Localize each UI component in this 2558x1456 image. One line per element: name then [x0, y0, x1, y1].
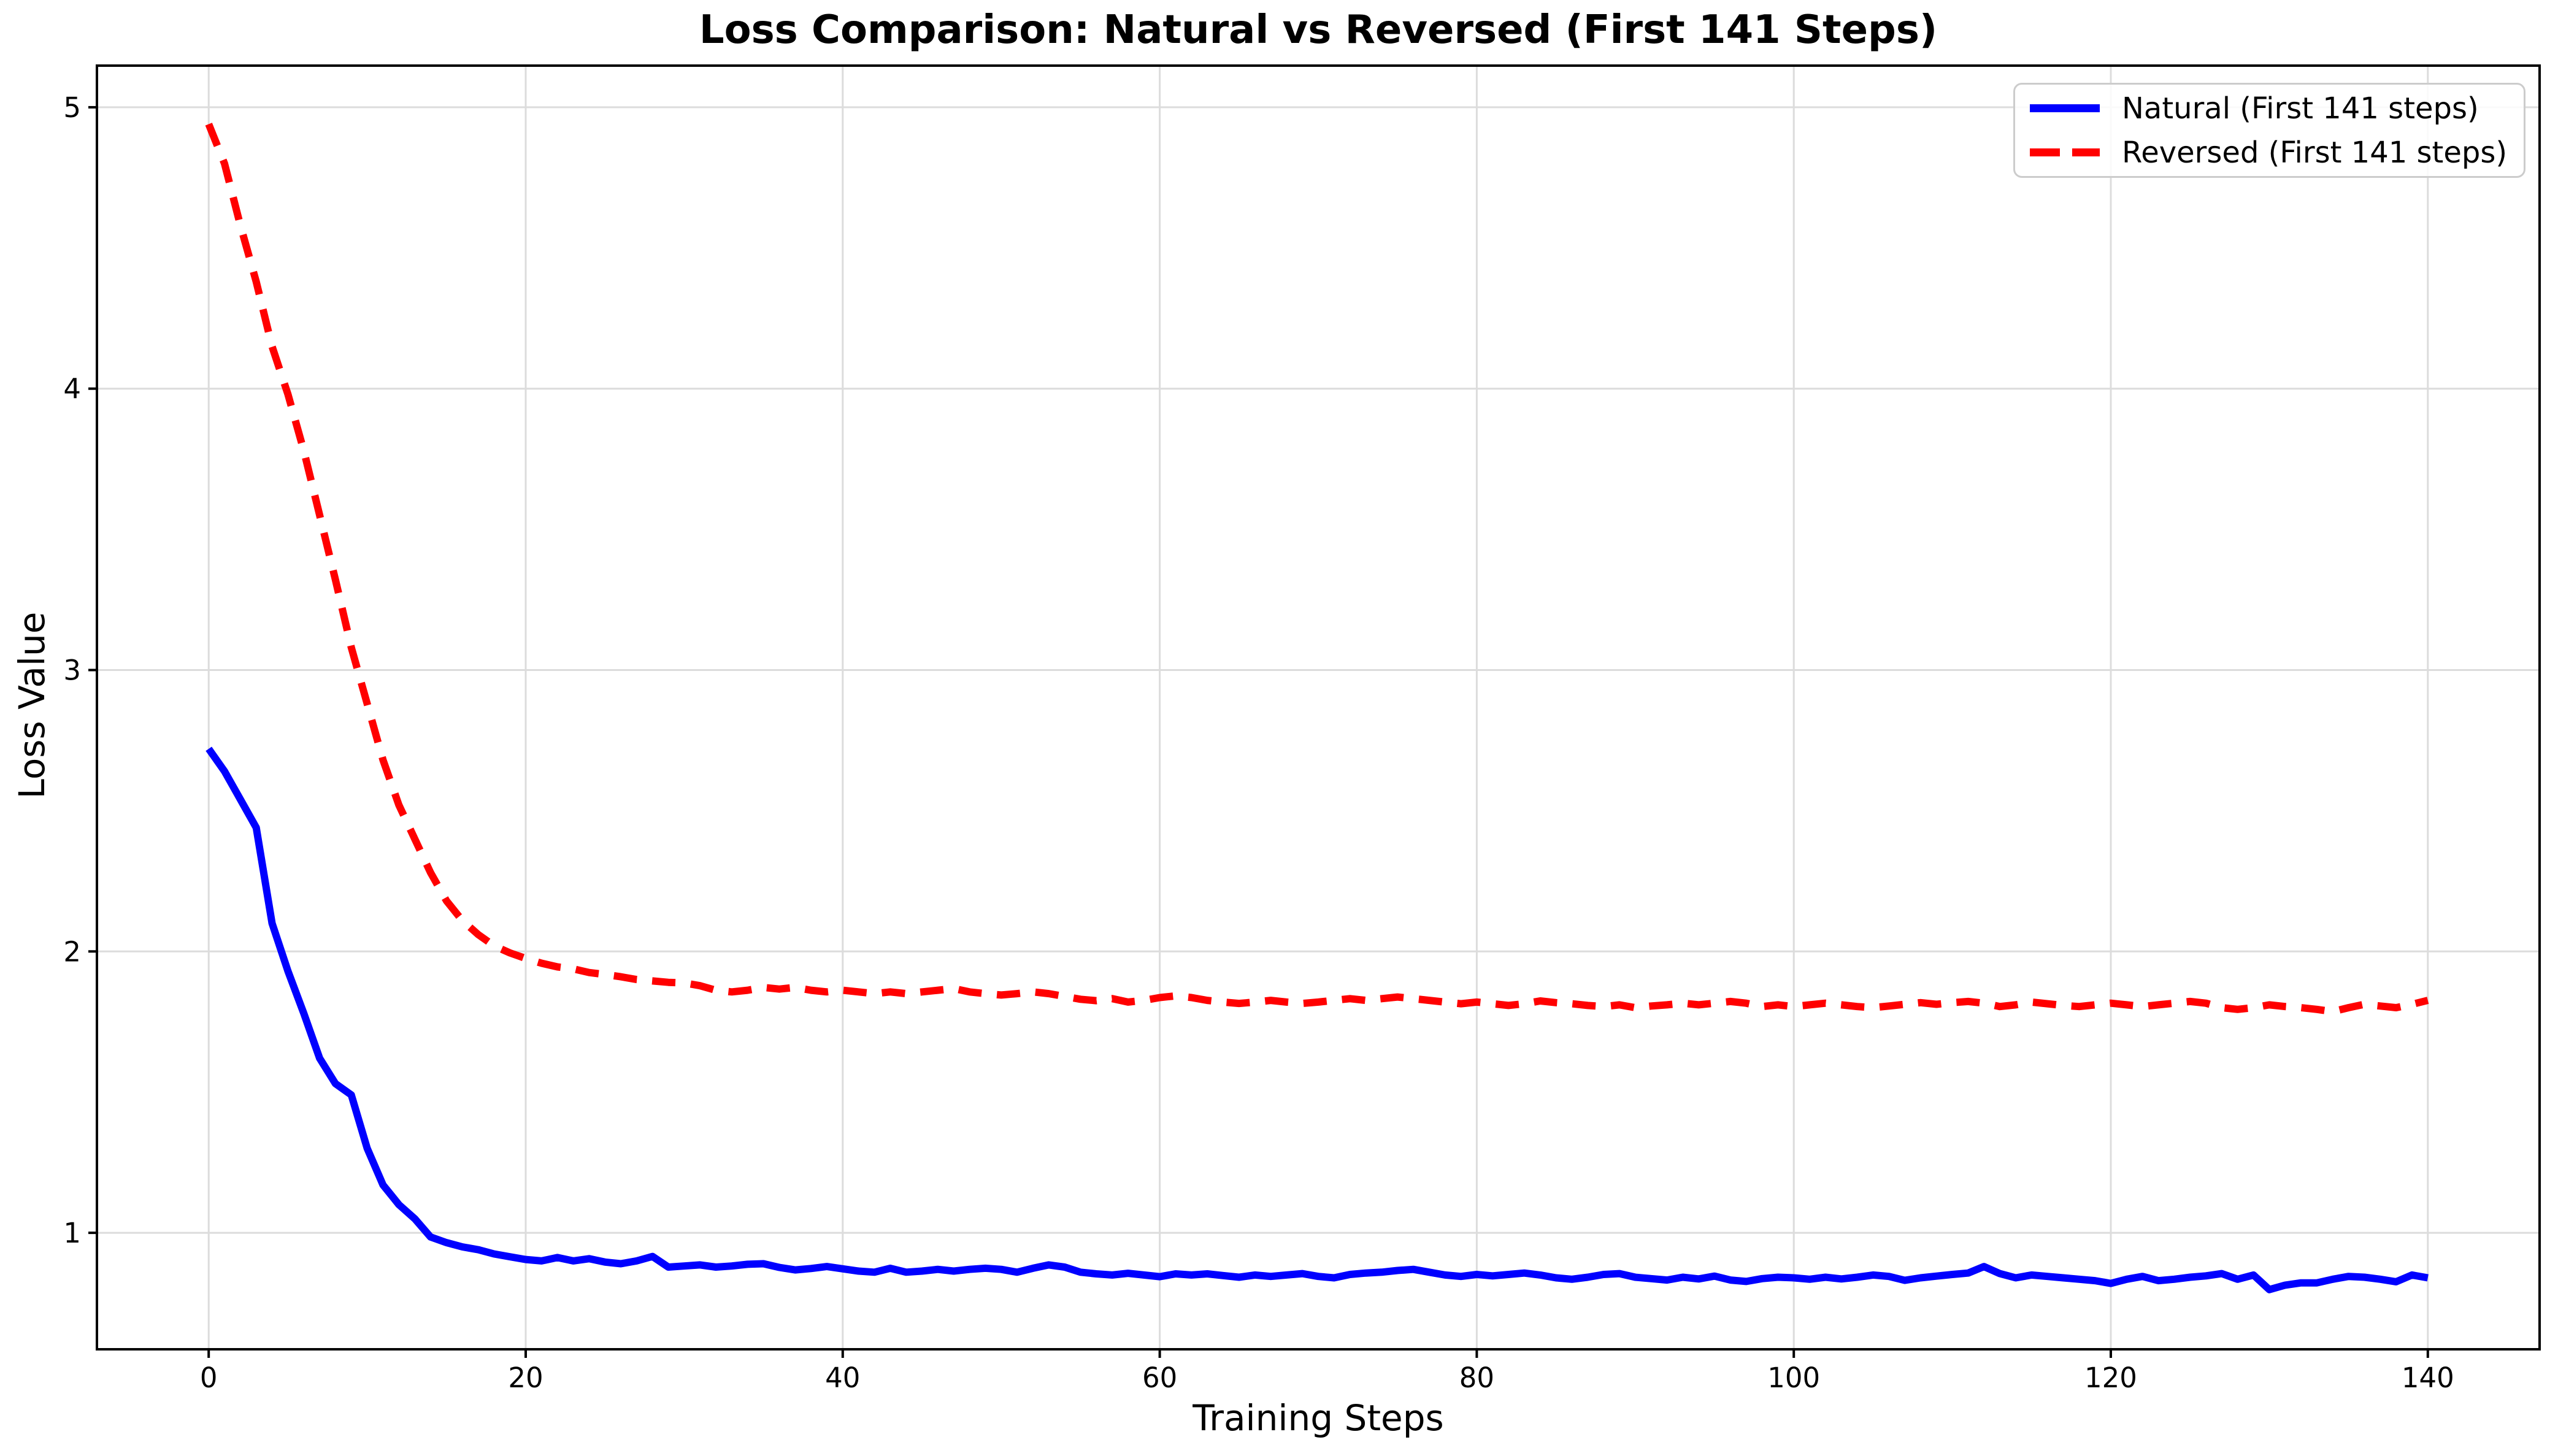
x-tick-label: 100	[1767, 1362, 1820, 1394]
axes-spines	[96, 64, 2541, 1351]
chart-title: Loss Comparison: Natural vs Reversed (Fi…	[699, 7, 1938, 53]
y-tick-label: 2	[63, 935, 81, 968]
legend-label-reversed: Reversed (First 141 steps)	[2122, 135, 2508, 170]
reversed-line	[205, 123, 2429, 1016]
reversed-line-swatch	[2030, 148, 2100, 156]
legend-item-natural: Natural (First 141 steps)	[2030, 91, 2524, 126]
natural-line	[205, 746, 2429, 1293]
legend: Natural (First 141 steps) Reversed (Firs…	[2013, 83, 2525, 178]
x-tick-label: 140	[2402, 1362, 2454, 1394]
x-tick-label: 20	[508, 1362, 543, 1394]
x-tick-label: 80	[1459, 1362, 1494, 1394]
xaxis-label: Training Steps	[1193, 1397, 1444, 1439]
x-tick-label: 0	[200, 1362, 218, 1394]
x-tick-label: 120	[2084, 1362, 2137, 1394]
x-tick-label: 40	[825, 1362, 860, 1394]
natural-line-swatch	[2030, 104, 2100, 112]
y-tick-label: 5	[63, 91, 81, 124]
y-tick-label: 4	[63, 373, 81, 405]
y-tick-label: 3	[63, 654, 81, 687]
y-tick-label: 1	[63, 1217, 81, 1249]
yaxis-label: Loss Value	[11, 611, 53, 799]
legend-label-natural: Natural (First 141 steps)	[2122, 91, 2479, 126]
x-tick-label: 60	[1142, 1362, 1177, 1394]
legend-item-reversed: Reversed (First 141 steps)	[2030, 135, 2524, 170]
